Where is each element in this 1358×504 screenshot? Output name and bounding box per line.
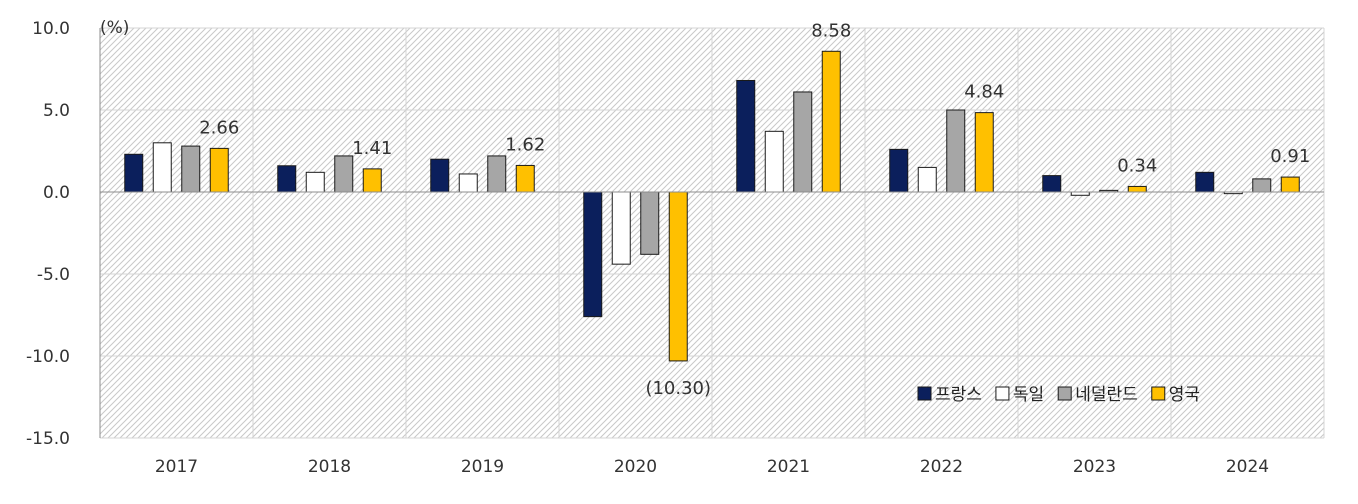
bar: [612, 192, 630, 264]
bar: [1196, 172, 1214, 192]
bar: [431, 159, 449, 192]
bar: [516, 165, 534, 192]
legend-swatch: [996, 387, 1009, 400]
bar: [975, 113, 993, 192]
legend-swatch: [918, 387, 931, 400]
bar: [1128, 186, 1146, 192]
unit-label: (%): [100, 18, 129, 38]
bar: [641, 192, 659, 254]
data-label: 4.84: [964, 82, 1004, 103]
x-tick-label: 2017: [155, 457, 198, 477]
bar: [125, 154, 143, 192]
data-label: 1.62: [505, 134, 545, 155]
bar: [306, 172, 324, 192]
bar: [737, 80, 755, 192]
bar: [890, 149, 908, 192]
x-tick-label: 2021: [767, 457, 810, 477]
data-label: 0.91: [1270, 146, 1310, 167]
bar: [669, 192, 687, 361]
bar: [210, 148, 228, 192]
bar: [1281, 177, 1299, 192]
data-label: 2.66: [199, 117, 239, 138]
x-tick-label: 2019: [461, 457, 504, 477]
bar: [335, 156, 353, 192]
x-tick-label: 2024: [1226, 457, 1269, 477]
bar: [363, 169, 381, 192]
bar: [794, 92, 812, 192]
y-tick-label: -10.0: [26, 347, 70, 367]
legend-label: 영국: [1169, 385, 1200, 405]
bar: [584, 192, 602, 317]
y-tick-label: 5.0: [43, 101, 70, 121]
data-label: 1.41: [352, 138, 392, 159]
x-tick-label: 2023: [1073, 457, 1116, 477]
bar: [153, 143, 171, 192]
data-label: (10.30): [645, 378, 711, 399]
x-tick-label: 2020: [614, 457, 657, 477]
legend-swatch: [1152, 387, 1165, 400]
x-tick-label: 2022: [920, 457, 963, 477]
bar: [947, 110, 965, 192]
legend-swatch: [1058, 387, 1071, 400]
bar: [182, 146, 200, 192]
y-tick-label: 10.0: [32, 19, 70, 39]
bar: [918, 167, 936, 192]
legend-label: 프랑스: [935, 385, 982, 405]
y-tick-label: -5.0: [37, 265, 70, 285]
data-label: 0.34: [1117, 155, 1157, 176]
data-label: 8.58: [811, 20, 851, 41]
legend-label: 독일: [1013, 385, 1044, 405]
y-tick-label: -15.0: [26, 429, 70, 449]
bar: [459, 174, 477, 192]
x-tick-label: 2018: [308, 457, 351, 477]
x-axis: 2017 2018 2019 2020 2021 2022 2023 2024: [155, 457, 1269, 477]
bar: [1043, 176, 1061, 192]
bar: [822, 51, 840, 192]
bar: [278, 166, 296, 192]
legend-label: 네덜란드: [1075, 385, 1138, 405]
bar: [765, 131, 783, 192]
bar: [488, 156, 506, 192]
y-tick-label: 0.0: [43, 183, 70, 203]
bar: [1253, 179, 1271, 192]
